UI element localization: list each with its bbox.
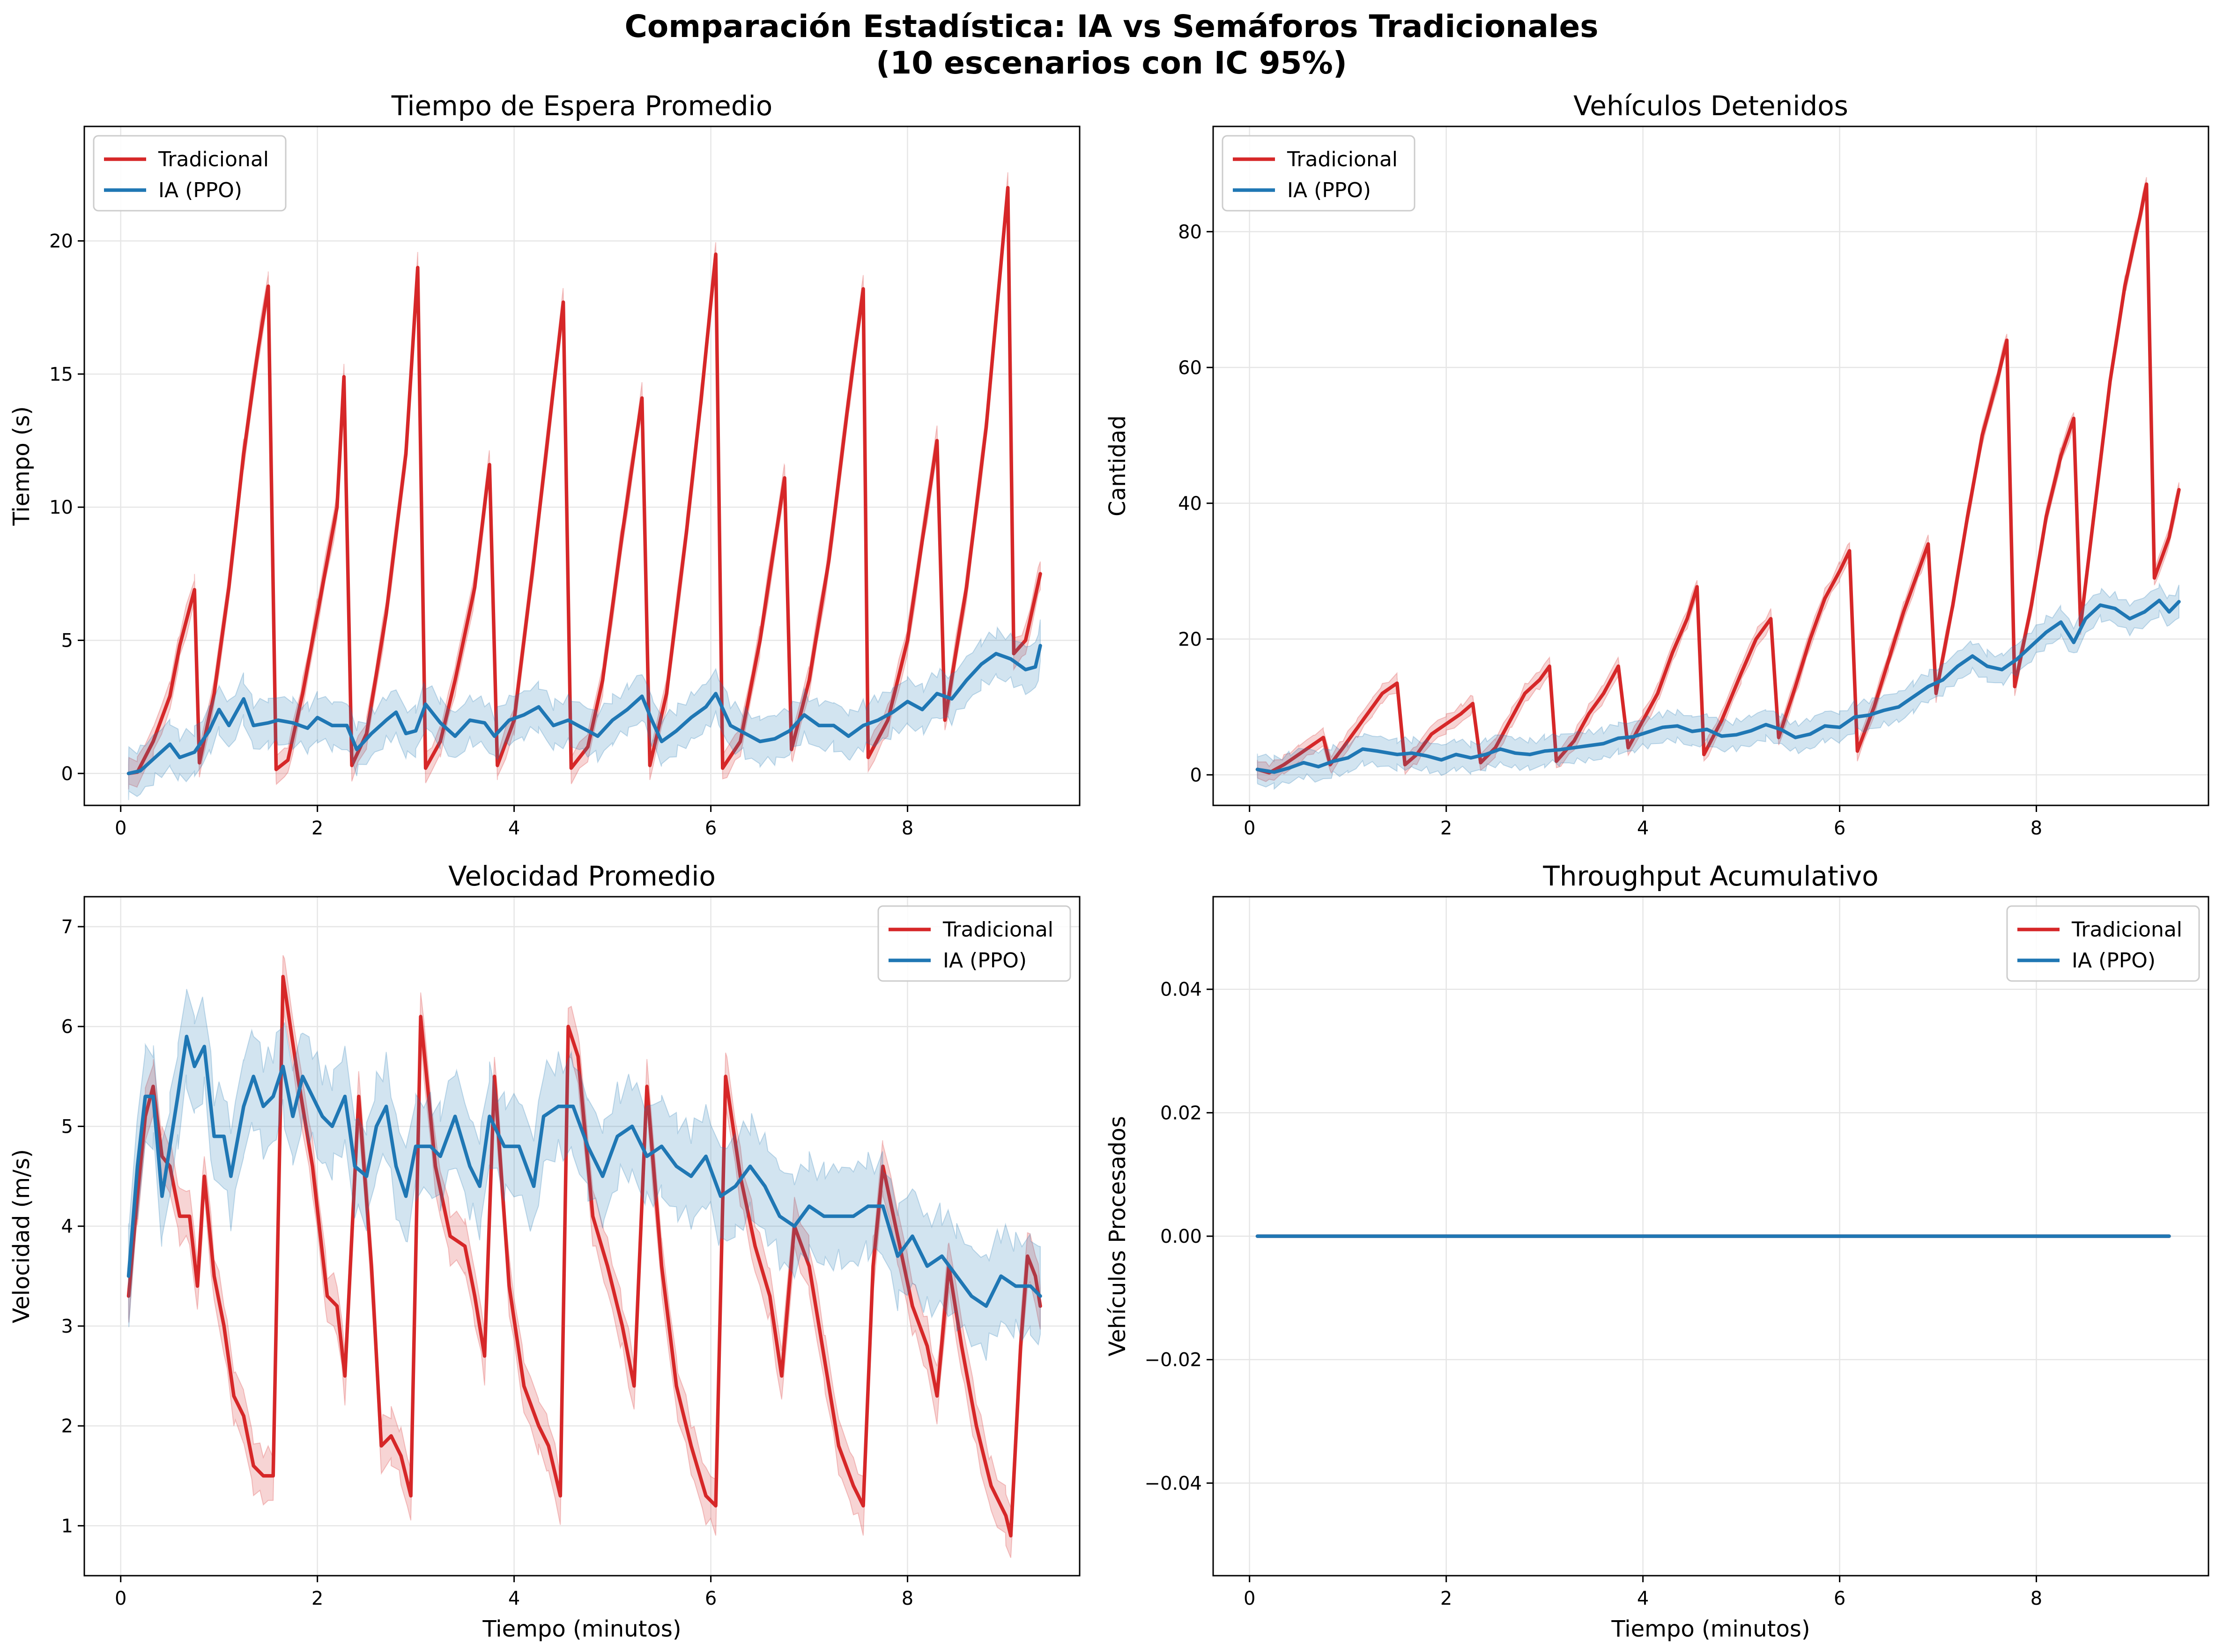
series-line — [1255, 598, 2181, 774]
legend-box — [877, 905, 1071, 982]
x-tick-label: 6 — [705, 818, 717, 839]
x-tick-label: 0 — [1244, 1588, 1255, 1609]
confidence-band — [1257, 177, 2179, 782]
panel-title: Throughput Acumulativo — [1542, 860, 1878, 892]
legend-label: Tradicional — [1287, 148, 1398, 171]
legend-box — [2006, 905, 2200, 982]
x-tick-label: 2 — [1440, 1588, 1452, 1609]
y-tick-label: 0.04 — [1160, 979, 1202, 1001]
plot-area — [1255, 177, 2181, 790]
x-tick-label: 2 — [311, 818, 323, 839]
x-tick-label: 6 — [705, 1588, 717, 1609]
series-line — [126, 974, 1042, 1538]
y-tick-label: 4 — [61, 1216, 73, 1238]
y-tick-label: 3 — [61, 1316, 73, 1337]
plot-area — [126, 955, 1042, 1558]
axes-frame — [83, 125, 1081, 806]
x-tick-label: 6 — [1834, 818, 1845, 839]
y-tick-label: 5 — [61, 630, 73, 651]
y-tick-label: 15 — [49, 364, 73, 385]
legend-label: IA (PPO) — [943, 949, 1027, 973]
x-tick-label: 8 — [2030, 818, 2042, 839]
chart-panel-1: 0 2 4 6 8 0 5 10 15 20 Tiempo de Espera Promedio Ti… — [8, 90, 1081, 839]
y-tick-label: 0.00 — [1160, 1226, 1202, 1247]
y-tick-label: 0 — [61, 763, 73, 785]
legend-label: IA (PPO) — [158, 178, 242, 202]
legend: Tradicional IA (PPO) — [877, 905, 1071, 982]
y-tick-label: 1 — [61, 1515, 73, 1537]
y-tick-label: −0.02 — [1144, 1350, 1202, 1371]
y-tick-label: 10 — [49, 497, 73, 518]
legend: Tradicional IA (PPO) — [1222, 135, 1415, 212]
panel-title: Velocidad Promedio — [448, 860, 716, 892]
series-line — [126, 186, 1042, 775]
panel-title: Vehículos Detenidos — [1573, 90, 1848, 122]
y-tick-label: 6 — [61, 1016, 73, 1038]
y-tick-label: 40 — [1178, 493, 1202, 515]
legend-label: Tradicional — [942, 918, 1053, 942]
y-tick-label: 20 — [1178, 629, 1202, 650]
x-tick-label: 8 — [2030, 1588, 2042, 1609]
figure-title: Comparación Estadística: IA vs Semáforos… — [0, 8, 2223, 81]
x-tick-label: 4 — [1637, 818, 1649, 839]
axes-frame — [1212, 125, 2209, 806]
y-tick-label: 60 — [1178, 357, 1202, 379]
legend-box — [93, 135, 287, 212]
legend-label: Tradicional — [158, 148, 269, 171]
x-tick-label: 8 — [902, 1588, 913, 1609]
figure-title-line2: (10 escenarios con IC 95%) — [876, 45, 1347, 81]
y-axis-label: Cantidad — [1104, 415, 1131, 516]
confidence-band — [128, 988, 1041, 1361]
y-tick-label: 0 — [1190, 765, 1202, 786]
series-line — [1255, 182, 2181, 775]
legend-label: Tradicional — [2071, 918, 2182, 942]
y-axis-label: Vehículos Procesados — [1104, 1116, 1131, 1357]
x-tick-label: 0 — [115, 818, 126, 839]
chart-panel-3: 0 2 4 6 8 1 2 3 4 5 6 7 Velocidad Promedio Tiempo (mi… — [8, 860, 1081, 1642]
series-line — [126, 644, 1042, 775]
y-tick-label: −0.04 — [1144, 1473, 1202, 1494]
x-axis-label: Tiempo (minutos) — [1611, 1616, 1810, 1642]
chart-panel-4: 0 2 4 6 8 −0.04 −0.02 0.00 0.02 0.04 Throughput Ac… — [1104, 860, 2209, 1642]
y-tick-label: 80 — [1178, 221, 1202, 243]
legend: Tradicional IA (PPO) — [2006, 905, 2200, 982]
x-tick-label: 0 — [115, 1588, 126, 1609]
x-tick-label: 2 — [1440, 818, 1452, 839]
x-tick-label: 4 — [1637, 1588, 1649, 1609]
figure-title-line1: Comparación Estadística: IA vs Semáforos… — [624, 8, 1599, 44]
y-tick-label: 0.02 — [1160, 1102, 1202, 1124]
legend-label: IA (PPO) — [2072, 949, 2156, 973]
legend-box — [1222, 135, 1415, 212]
y-axis-label: Tiempo (s) — [8, 406, 35, 526]
legend: Tradicional IA (PPO) — [93, 135, 287, 212]
y-tick-label: 20 — [49, 231, 73, 252]
panel-title: Tiempo de Espera Promedio — [391, 90, 772, 122]
x-tick-label: 2 — [311, 1588, 323, 1609]
confidence-band — [128, 619, 1041, 800]
x-tick-label: 0 — [1244, 818, 1255, 839]
x-tick-label: 4 — [508, 818, 520, 839]
plot-area — [126, 172, 1042, 800]
x-axis-label: Tiempo (minutos) — [482, 1616, 681, 1642]
y-axis-label: Velocidad (m/s) — [8, 1149, 35, 1323]
x-tick-label: 4 — [508, 1588, 520, 1609]
y-tick-label: 2 — [61, 1416, 73, 1437]
confidence-band — [1257, 582, 2179, 790]
x-tick-label: 8 — [902, 818, 913, 839]
y-tick-label: 7 — [61, 916, 73, 938]
axes-frame — [83, 896, 1081, 1577]
series-line — [126, 1034, 1042, 1308]
legend-label: IA (PPO) — [1287, 178, 1371, 202]
y-tick-label: 5 — [61, 1116, 73, 1137]
x-tick-label: 6 — [1834, 1588, 1845, 1609]
